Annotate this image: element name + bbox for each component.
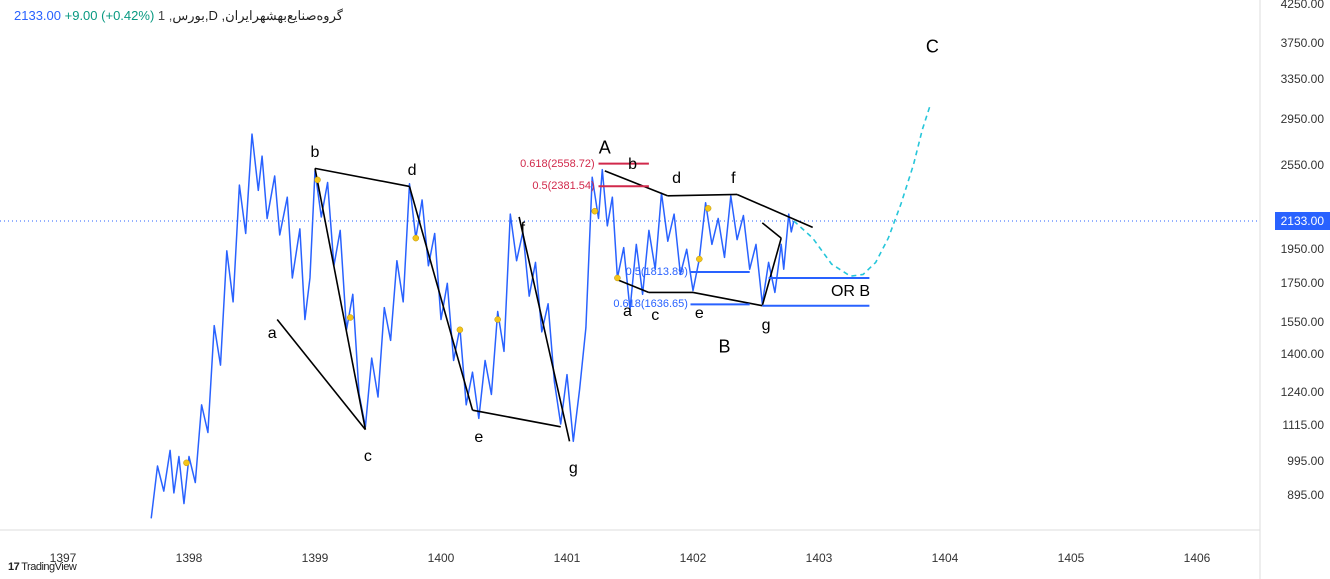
wave-dot: [413, 235, 419, 241]
wave-dot: [495, 317, 501, 323]
trend-line[interactable]: [605, 171, 668, 196]
wave-label: B: [718, 336, 730, 357]
wave-dot: [315, 177, 321, 183]
x-tick: 1401: [554, 551, 581, 565]
wave-label: a: [623, 303, 632, 321]
wave-dot: [705, 205, 711, 211]
wave-dot: [183, 460, 189, 466]
wave-dot: [696, 256, 702, 262]
wave-label: e: [474, 429, 483, 447]
x-tick: 1397: [50, 551, 77, 565]
wave-label: f: [731, 170, 735, 188]
trend-line[interactable]: [762, 223, 781, 238]
y-tick: 4250.00: [1281, 0, 1324, 11]
wave-label: c: [651, 307, 659, 325]
y-tick: 3350.00: [1281, 72, 1324, 86]
wave-dot: [347, 315, 353, 321]
x-tick: 1406: [1184, 551, 1211, 565]
wave-dot: [614, 275, 620, 281]
trend-line[interactable]: [277, 320, 365, 430]
chart-container[interactable]: گروه‌صنایع‌بهشهرایران, D,بورس, 1 2133.00…: [0, 0, 1330, 579]
x-tick: 1399: [302, 551, 329, 565]
price-series: [151, 134, 794, 518]
trend-line[interactable]: [315, 168, 410, 186]
x-tick: 1398: [176, 551, 203, 565]
projection-path[interactable]: [794, 106, 930, 276]
x-tick: 1402: [680, 551, 707, 565]
fib-label: 0.5(1813.89): [626, 266, 688, 278]
trend-line[interactable]: [762, 238, 781, 306]
wave-label: d: [672, 170, 681, 188]
y-tick: 1550.00: [1281, 315, 1324, 329]
trend-line[interactable]: [737, 194, 813, 227]
y-tick: 1240.00: [1281, 385, 1324, 399]
y-tick: 1400.00: [1281, 347, 1324, 361]
y-tick: 3750.00: [1281, 36, 1324, 50]
x-tick: 1405: [1058, 551, 1085, 565]
y-tick: 1115.00: [1282, 418, 1324, 432]
y-tick: 895.00: [1287, 488, 1324, 502]
y-tick: 2950.00: [1281, 112, 1324, 126]
fib-label: 0.618(2558.72): [520, 158, 595, 170]
wave-dot: [592, 208, 598, 214]
x-tick: 1404: [932, 551, 959, 565]
y-tick: 995.00: [1287, 454, 1324, 468]
wave-label: e: [695, 305, 704, 323]
x-tick: 1400: [428, 551, 455, 565]
fib-label: 0.5(2381.54): [532, 180, 594, 192]
trend-line[interactable]: [668, 194, 737, 195]
wave-label: a: [268, 325, 277, 343]
trend-line[interactable]: [315, 168, 365, 429]
y-tick: 1950.00: [1281, 242, 1324, 256]
x-tick: 1403: [806, 551, 833, 565]
wave-label: A: [599, 137, 611, 158]
chart-svg[interactable]: [0, 0, 1330, 579]
wave-label: OR B: [831, 283, 870, 301]
wave-label: b: [628, 156, 637, 174]
wave-label: d: [408, 162, 417, 180]
wave-label: f: [521, 220, 525, 238]
wave-label: g: [762, 317, 771, 335]
trend-line[interactable]: [519, 217, 569, 441]
trend-line[interactable]: [473, 410, 561, 427]
wave-label: C: [926, 37, 939, 58]
trend-line[interactable]: [410, 186, 473, 410]
wave-label: g: [569, 460, 578, 478]
wave-dot: [457, 327, 463, 333]
price-badge: 2133.00: [1275, 212, 1330, 230]
wave-label: b: [311, 144, 320, 162]
wave-label: c: [364, 448, 372, 466]
y-tick: 1750.00: [1281, 276, 1324, 290]
y-tick: 2550.00: [1281, 158, 1324, 172]
